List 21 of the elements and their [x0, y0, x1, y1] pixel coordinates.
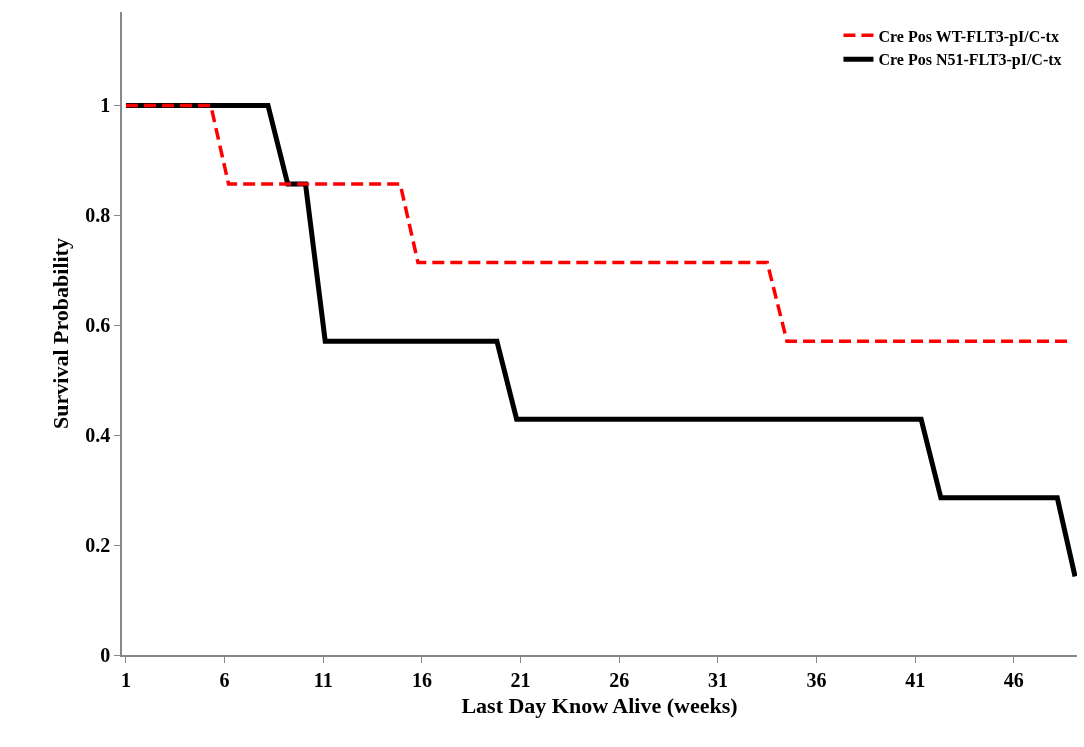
x-tick-label: 46	[1003, 668, 1024, 691]
line-series	[124, 103, 1069, 343]
y-tick-label: 0.4	[85, 424, 111, 447]
legend-label: Cre Pos N51-FLT3-pI/C-tx	[878, 51, 1062, 70]
x-tick-label: 1	[120, 668, 131, 691]
x-axis-title: Last Day Know Alive (weeks)	[461, 693, 738, 719]
y-tick-label: 0.6	[85, 314, 111, 337]
legend-label: Cre Pos WT-FLT3-pI/C-tx	[878, 27, 1059, 46]
x-tick-label: 41	[905, 668, 926, 691]
x-tick-label: 26	[609, 668, 630, 691]
y-axis-title: Survival Probability	[47, 238, 73, 429]
y-tick-label: 1	[100, 94, 111, 117]
x-tick-label: 31	[707, 668, 728, 691]
x-tick-label: 11	[313, 668, 333, 691]
x-tick-label: 21	[510, 668, 531, 691]
y-tick-label: 0.8	[85, 204, 111, 227]
x-tick-label: 6	[219, 668, 230, 691]
x-tick-label: 36	[806, 668, 827, 691]
x-tick-label: 16	[411, 668, 432, 691]
y-tick-label: 0.2	[85, 534, 111, 557]
y-tick-label: 0	[100, 644, 111, 666]
